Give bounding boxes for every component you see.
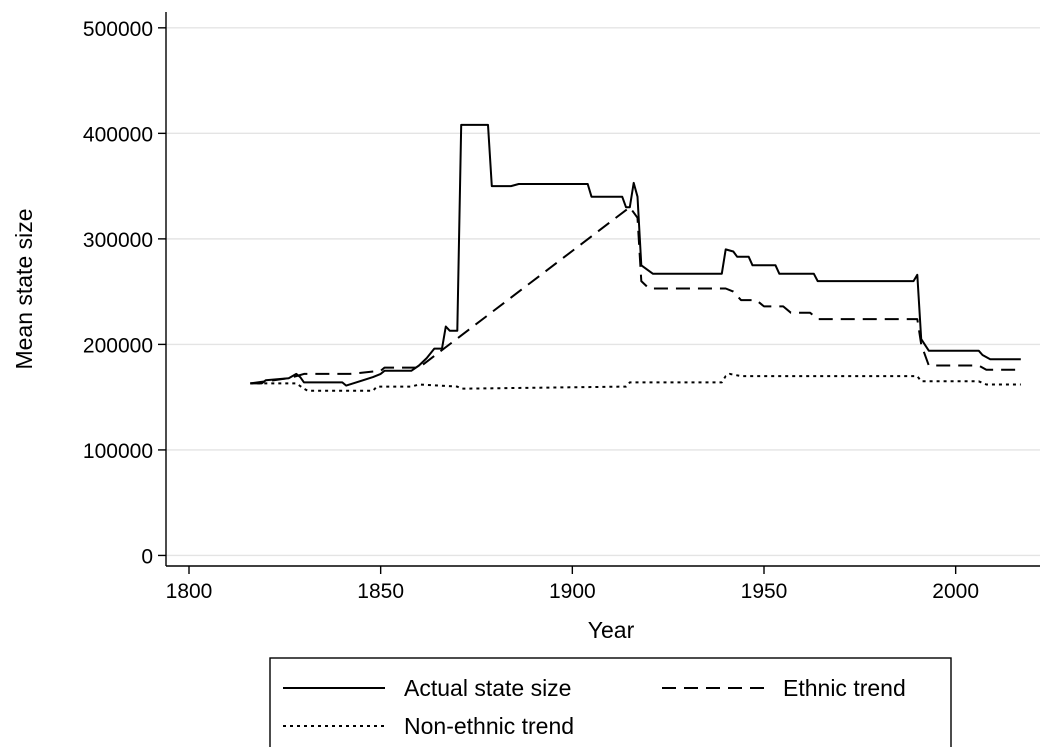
- x-tick-label-2000: 2000: [932, 580, 979, 603]
- series-line-non-ethnic-trend: [250, 372, 1021, 392]
- legend-label-ethnic-trend: Ethnic trend: [783, 675, 906, 701]
- x-tick-label-1950: 1950: [741, 580, 788, 603]
- legend-box: [269, 657, 952, 747]
- axes: [165, 12, 1040, 567]
- series-line-actual-state-size: [250, 123, 1021, 387]
- gridlines: [166, 27, 1040, 557]
- y-tick-label-400000: 400000: [83, 123, 153, 146]
- y-tick-label-500000: 500000: [83, 18, 153, 41]
- y-tick-label-100000: 100000: [83, 440, 153, 463]
- legend-label-non-ethnic-trend: Non-ethnic trend: [404, 713, 574, 739]
- x-tick-label-1800: 1800: [166, 580, 213, 603]
- plot-series: [250, 123, 1021, 392]
- y-tick-label-200000: 200000: [83, 334, 153, 357]
- series-line-ethnic-trend: [250, 206, 1021, 385]
- x-tick-label-1900: 1900: [549, 580, 596, 603]
- y-axis-title: Mean state size: [11, 208, 37, 369]
- legend-label-actual-state-size: Actual state size: [404, 675, 571, 701]
- x-tick-label-1850: 1850: [357, 580, 404, 603]
- x-axis-title: Year: [588, 617, 635, 643]
- y-tick-label-0: 0: [141, 545, 153, 568]
- y-tick-label-300000: 300000: [83, 229, 153, 252]
- y-ticks: 0 100000 200000 300000 400000 500000: [83, 18, 166, 568]
- x-ticks: 1800 1850 1900 1950 2000: [166, 566, 979, 603]
- legend: Actual state size Ethnic trend Non-ethni…: [269, 657, 952, 747]
